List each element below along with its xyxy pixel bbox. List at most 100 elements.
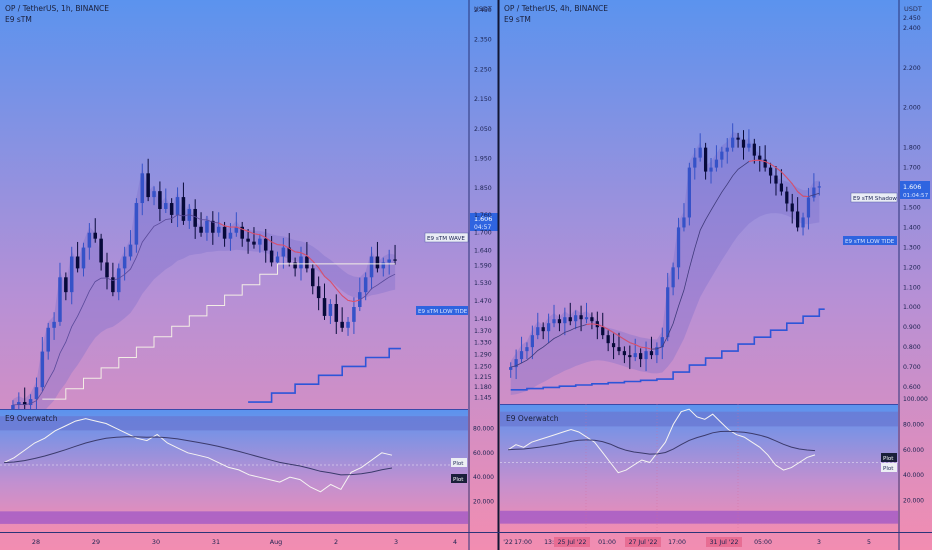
left-candle[interactable] xyxy=(293,262,297,269)
left-candle[interactable] xyxy=(175,197,180,215)
left-candle[interactable] xyxy=(93,232,98,239)
right-candle[interactable] xyxy=(649,351,654,356)
right-candle[interactable] xyxy=(671,267,675,288)
left-candle[interactable] xyxy=(316,286,321,299)
right-candle[interactable] xyxy=(785,191,789,204)
left-candle[interactable] xyxy=(122,256,127,269)
right-candle[interactable] xyxy=(622,351,627,356)
right-candle[interactable] xyxy=(790,203,794,212)
left-candle[interactable] xyxy=(299,256,303,269)
left-candle[interactable] xyxy=(346,321,350,328)
right-candle[interactable] xyxy=(633,353,637,358)
right-candle[interactable] xyxy=(676,227,681,268)
right-candle[interactable] xyxy=(579,315,583,320)
left-candle[interactable] xyxy=(99,238,103,263)
right-candle[interactable] xyxy=(741,139,746,148)
left-candle[interactable] xyxy=(211,220,215,233)
left-candle[interactable] xyxy=(305,256,309,269)
left-candle[interactable] xyxy=(17,402,21,406)
left-candle[interactable] xyxy=(28,399,33,406)
left-candle[interactable] xyxy=(64,277,68,293)
left-candle[interactable] xyxy=(22,402,27,406)
left-candle[interactable] xyxy=(252,241,256,245)
left-candle[interactable] xyxy=(152,191,156,198)
right-candle[interactable] xyxy=(525,347,529,352)
left-candle[interactable] xyxy=(128,244,133,257)
left-candle[interactable] xyxy=(381,262,386,269)
left-candle[interactable] xyxy=(275,256,280,263)
right-candle[interactable] xyxy=(752,143,756,156)
right-candle[interactable] xyxy=(590,317,594,322)
right-candle[interactable] xyxy=(660,337,664,348)
right-candle[interactable] xyxy=(687,167,691,218)
right-price-panel[interactable]: E9 sTM Shadow E9 sTM LOW TIDE 1.606 01:04:5… xyxy=(509,123,930,395)
right-candle[interactable] xyxy=(530,335,534,348)
left-oscillator-panel[interactable]: Plot Plot xyxy=(0,410,468,532)
right-price-badge[interactable] xyxy=(900,181,930,199)
right-candle[interactable] xyxy=(536,327,540,336)
right-candle[interactable] xyxy=(774,175,778,184)
left-candle[interactable] xyxy=(181,197,186,221)
left-candle[interactable] xyxy=(263,238,268,251)
left-candle[interactable] xyxy=(87,232,92,248)
right-candle[interactable] xyxy=(709,167,713,172)
right-candle[interactable] xyxy=(747,143,751,148)
left-candle[interactable] xyxy=(246,238,250,242)
right-candle[interactable] xyxy=(796,211,800,228)
right-candle[interactable] xyxy=(611,343,616,348)
left-candle[interactable] xyxy=(58,277,62,322)
right-candle[interactable] xyxy=(644,351,648,360)
left-candle[interactable] xyxy=(375,256,380,269)
left-candle[interactable] xyxy=(146,173,150,198)
left-candle[interactable] xyxy=(334,304,339,322)
right-candle[interactable] xyxy=(541,327,545,332)
right-candle[interactable] xyxy=(639,353,643,360)
left-candle[interactable] xyxy=(11,405,15,412)
left-candle[interactable] xyxy=(52,321,56,328)
right-candle[interactable] xyxy=(628,355,632,358)
right-oscillator-panel[interactable]: Plot Plot xyxy=(500,405,898,532)
left-candle[interactable] xyxy=(105,262,109,278)
left-candle[interactable] xyxy=(199,226,203,233)
right-candle[interactable] xyxy=(682,217,686,228)
right-candle[interactable] xyxy=(758,155,762,160)
left-candle[interactable] xyxy=(164,203,168,209)
right-candle[interactable] xyxy=(509,367,513,370)
right-candle[interactable] xyxy=(601,327,605,336)
right-candle[interactable] xyxy=(552,319,556,324)
right-candle[interactable] xyxy=(514,359,518,368)
left-candle[interactable] xyxy=(40,351,45,388)
left-candle[interactable] xyxy=(205,220,209,233)
left-candle[interactable] xyxy=(193,208,197,227)
right-candle[interactable] xyxy=(725,147,729,152)
left-candle[interactable] xyxy=(134,203,139,245)
left-candle[interactable] xyxy=(369,256,374,278)
left-candle[interactable] xyxy=(158,191,162,209)
left-candle[interactable] xyxy=(287,247,292,263)
right-candle[interactable] xyxy=(714,159,719,168)
right-candle[interactable] xyxy=(731,137,735,148)
right-candle[interactable] xyxy=(817,186,821,188)
right-candle[interactable] xyxy=(812,187,816,198)
right-candle[interactable] xyxy=(768,167,773,176)
right-candle[interactable] xyxy=(546,323,551,332)
right-osc-line[interactable] xyxy=(507,408,816,474)
right-candle[interactable] xyxy=(801,217,805,228)
right-candle[interactable] xyxy=(606,335,610,344)
right-candle[interactable] xyxy=(568,317,572,322)
right-candle[interactable] xyxy=(574,315,578,322)
left-candle[interactable] xyxy=(69,256,74,293)
left-candle[interactable] xyxy=(75,256,80,269)
left-candle[interactable] xyxy=(111,277,115,293)
right-candle[interactable] xyxy=(655,347,659,356)
left-candle[interactable] xyxy=(340,321,344,328)
right-candle[interactable] xyxy=(806,197,811,218)
right-candle[interactable] xyxy=(617,347,621,352)
right-candle[interactable] xyxy=(720,151,724,160)
left-candle[interactable] xyxy=(140,173,145,204)
left-price-badge[interactable] xyxy=(470,213,498,231)
left-candle[interactable] xyxy=(240,226,244,239)
left-candle[interactable] xyxy=(281,247,286,257)
left-candle[interactable] xyxy=(46,327,50,352)
left-candle[interactable] xyxy=(222,226,227,239)
